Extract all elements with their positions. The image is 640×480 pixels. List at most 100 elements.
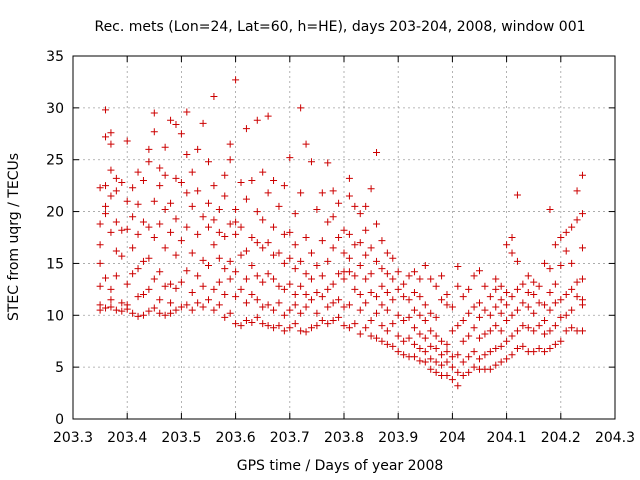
data-point — [378, 282, 386, 290]
data-point — [253, 116, 261, 124]
data-point — [270, 223, 278, 231]
data-point — [259, 168, 267, 176]
data-point — [519, 342, 527, 350]
data-point — [242, 316, 250, 324]
data-point — [356, 306, 364, 314]
data-point — [465, 368, 473, 376]
data-point — [351, 272, 359, 280]
data-point — [465, 309, 473, 317]
data-point — [389, 254, 397, 262]
data-point — [280, 230, 288, 238]
data-point — [167, 199, 175, 207]
data-point — [503, 316, 511, 324]
data-point — [470, 324, 478, 332]
data-point — [513, 285, 521, 293]
data-point — [237, 322, 245, 330]
data-point — [118, 179, 126, 187]
data-point — [318, 237, 326, 245]
data-points — [96, 76, 586, 390]
data-point — [210, 216, 218, 224]
data-point — [568, 223, 576, 231]
x-tick-label: 203.8 — [324, 430, 364, 446]
data-point — [551, 299, 559, 307]
data-point — [172, 284, 180, 292]
data-point — [362, 251, 370, 259]
data-point — [286, 324, 294, 332]
data-point — [307, 275, 315, 283]
data-point — [237, 251, 245, 259]
data-point — [248, 234, 256, 241]
data-point — [486, 348, 494, 356]
data-point — [476, 267, 483, 275]
data-point — [264, 270, 272, 278]
data-point — [578, 275, 586, 283]
data-point — [486, 293, 494, 301]
data-point — [177, 303, 185, 311]
data-point — [568, 259, 576, 267]
data-point — [297, 309, 305, 317]
data-point — [410, 340, 418, 348]
data-point — [205, 262, 212, 270]
data-point — [497, 282, 505, 290]
data-point — [139, 176, 147, 184]
data-point — [546, 344, 554, 352]
data-point — [150, 234, 158, 241]
data-point — [508, 311, 516, 319]
data-point — [313, 262, 321, 270]
data-point — [551, 322, 559, 330]
data-point — [470, 348, 478, 356]
data-point — [188, 202, 196, 210]
data-point — [438, 351, 446, 359]
data-point — [416, 275, 424, 283]
data-point — [389, 296, 397, 304]
data-point — [389, 275, 397, 283]
data-point — [454, 382, 462, 390]
data-point — [205, 296, 212, 304]
data-point — [345, 230, 353, 238]
data-point — [215, 205, 223, 213]
data-point — [215, 301, 223, 309]
data-point — [150, 304, 158, 312]
data-point — [107, 228, 115, 236]
y-tick-label: 5 — [55, 360, 64, 376]
data-point — [145, 158, 153, 166]
data-point — [259, 303, 267, 311]
data-point — [530, 278, 538, 286]
data-point — [237, 223, 245, 231]
data-point — [470, 363, 478, 371]
y-tick-label: 35 — [46, 49, 64, 65]
data-point — [383, 288, 391, 296]
data-point — [264, 112, 272, 120]
data-point — [378, 265, 386, 273]
data-point — [503, 337, 511, 345]
data-point — [546, 205, 554, 213]
data-point — [242, 125, 250, 133]
data-point — [400, 280, 408, 288]
data-point — [215, 278, 223, 286]
data-point — [96, 259, 104, 267]
data-point — [307, 324, 315, 332]
data-point — [503, 288, 511, 296]
x-tick-label: 204.2 — [541, 430, 581, 446]
data-point — [470, 272, 478, 280]
data-point — [150, 197, 158, 205]
data-point — [373, 309, 381, 317]
data-point — [362, 324, 370, 332]
data-point — [438, 296, 446, 304]
data-point — [232, 205, 240, 213]
data-point — [454, 351, 462, 359]
data-point — [270, 176, 278, 184]
data-point — [476, 355, 483, 363]
data-point — [291, 320, 299, 328]
x-tick-label: 203.3 — [53, 430, 93, 446]
data-point — [383, 249, 391, 257]
data-point — [123, 197, 131, 205]
data-point — [324, 257, 332, 265]
data-point — [102, 274, 110, 282]
data-point — [107, 303, 115, 311]
data-point — [546, 327, 554, 335]
data-point — [297, 104, 305, 112]
data-point — [161, 205, 169, 213]
data-point — [335, 199, 343, 207]
data-point — [183, 223, 191, 231]
